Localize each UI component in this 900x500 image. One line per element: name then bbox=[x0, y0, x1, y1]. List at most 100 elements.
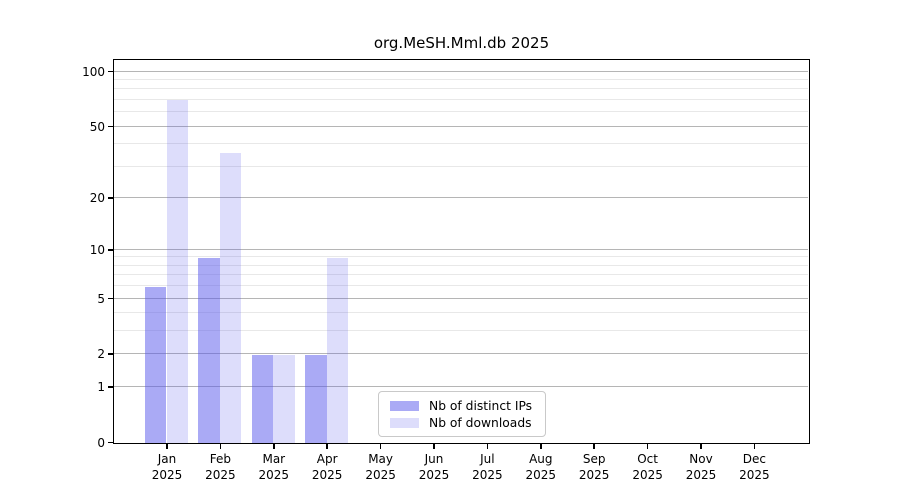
plot-area bbox=[113, 59, 810, 444]
x-tick-month: Mar bbox=[262, 452, 286, 466]
y-tick-label: 20 bbox=[89, 190, 105, 205]
x-tick-mark bbox=[166, 444, 168, 449]
x-tick-mark bbox=[433, 444, 435, 449]
legend-swatch-distinct-ips bbox=[390, 400, 419, 411]
chart-title: org.MeSH.Mml.db 2025 bbox=[373, 34, 550, 52]
y-gridline-major bbox=[114, 125, 808, 127]
x-tick-month: May bbox=[368, 452, 393, 466]
legend-swatch-downloads bbox=[390, 417, 419, 428]
x-tick-month: Dec bbox=[742, 452, 766, 466]
x-tick-year: 2025 bbox=[525, 468, 557, 482]
x-tick-month: Aug bbox=[529, 452, 553, 466]
y-tick-mark bbox=[108, 353, 113, 355]
y-gridline-minor bbox=[114, 79, 808, 80]
bar-downloads-feb bbox=[219, 152, 242, 443]
x-tick-mark bbox=[700, 444, 702, 449]
x-tick-label: Oct 2025 bbox=[616, 451, 680, 483]
y-tick-label: 0 bbox=[97, 435, 105, 450]
x-tick-year: 2025 bbox=[365, 468, 396, 482]
bar-distinct-ips-apr bbox=[305, 354, 327, 443]
y-gridline-minor bbox=[114, 88, 808, 90]
bar-downloads-mar bbox=[273, 354, 295, 443]
y-tick-label: 1 bbox=[97, 379, 105, 394]
y-gridline-minor bbox=[114, 285, 808, 287]
y-tick-mark bbox=[108, 125, 113, 128]
y-gridline-major bbox=[114, 70, 808, 72]
x-tick-year: 2025 bbox=[311, 468, 343, 482]
y-tick-mark bbox=[108, 386, 113, 388]
x-tick-month: Sep bbox=[582, 452, 606, 466]
x-tick-label: Apr 2025 bbox=[295, 451, 359, 483]
x-tick-year: 2025 bbox=[472, 468, 503, 482]
bar-distinct-ips-jan bbox=[144, 286, 167, 443]
x-tick-mark bbox=[219, 444, 222, 449]
legend-label: Nb of distinct IPs bbox=[429, 398, 533, 413]
x-tick-mark bbox=[486, 444, 489, 449]
y-gridline-minor bbox=[114, 165, 808, 167]
y-tick-mark bbox=[108, 441, 113, 444]
x-tick-label: Jun 2025 bbox=[402, 451, 466, 483]
x-tick-mark bbox=[379, 444, 382, 449]
x-tick-mark bbox=[540, 444, 542, 449]
y-gridline-minor bbox=[114, 274, 808, 276]
x-tick-year: 2025 bbox=[205, 468, 236, 482]
legend-item: Nb of downloads bbox=[390, 416, 534, 430]
x-tick-mark bbox=[646, 444, 649, 449]
x-tick-month: Nov bbox=[689, 452, 713, 466]
x-tick-year: 2025 bbox=[739, 468, 770, 482]
legend: Nb of distinct IPs Nb of downloads bbox=[378, 391, 546, 437]
x-tick-month: Jun bbox=[424, 452, 444, 466]
x-tick-year: 2025 bbox=[151, 468, 183, 482]
x-tick-label: Aug 2025 bbox=[509, 451, 573, 483]
x-tick-label: Dec 2025 bbox=[722, 451, 786, 483]
y-gridline-minor bbox=[114, 111, 808, 113]
y-gridline-minor bbox=[114, 312, 808, 314]
y-tick-label: 100 bbox=[82, 64, 105, 79]
x-tick-month: Jan bbox=[157, 452, 177, 466]
x-tick-month: Jul bbox=[480, 452, 495, 466]
x-tick-label: Nov 2025 bbox=[669, 451, 733, 483]
y-gridline-minor bbox=[114, 264, 808, 266]
legend-item: Nb of distinct IPs bbox=[390, 399, 534, 413]
x-tick-year: 2025 bbox=[418, 468, 450, 482]
y-gridline-major bbox=[114, 248, 808, 250]
y-gridline-major bbox=[114, 297, 808, 299]
x-tick-mark bbox=[753, 444, 756, 449]
bar-distinct-ips-mar bbox=[251, 354, 274, 443]
y-gridline-minor bbox=[114, 256, 808, 258]
y-gridline-major bbox=[114, 353, 808, 355]
x-tick-label: Jan 2025 bbox=[135, 451, 199, 483]
bar-downloads-apr bbox=[326, 257, 349, 443]
y-tick-mark bbox=[108, 70, 113, 73]
y-gridline-minor bbox=[114, 98, 808, 100]
x-tick-mark bbox=[593, 444, 595, 449]
y-tick-mark bbox=[108, 249, 113, 251]
x-tick-label: May 2025 bbox=[349, 451, 413, 483]
y-gridline-minor bbox=[114, 330, 808, 332]
x-tick-mark bbox=[326, 444, 328, 449]
y-tick-label: 10 bbox=[89, 242, 105, 257]
bar-distinct-ips-feb bbox=[198, 257, 220, 443]
y-tick-label: 5 bbox=[97, 291, 105, 306]
x-tick-month: Oct bbox=[637, 452, 658, 466]
x-tick-year: 2025 bbox=[578, 468, 610, 482]
x-tick-year: 2025 bbox=[685, 468, 717, 482]
x-tick-month: Apr bbox=[316, 452, 338, 466]
y-tick-mark bbox=[108, 297, 113, 300]
bar-downloads-jan bbox=[166, 100, 189, 443]
x-tick-label: Jul 2025 bbox=[455, 451, 519, 483]
x-tick-mark bbox=[273, 444, 275, 449]
y-tick-label: 50 bbox=[89, 119, 105, 134]
y-tick-label: 2 bbox=[97, 347, 105, 362]
y-gridline-minor bbox=[114, 143, 808, 145]
x-tick-label: Feb 2025 bbox=[188, 451, 252, 483]
x-tick-year: 2025 bbox=[632, 468, 663, 482]
x-tick-year: 2025 bbox=[258, 468, 290, 482]
legend-label: Nb of downloads bbox=[429, 415, 532, 430]
x-tick-label: Sep 2025 bbox=[562, 451, 626, 483]
y-gridline-major bbox=[114, 196, 808, 198]
y-tick-mark bbox=[108, 197, 113, 199]
x-tick-month: Feb bbox=[209, 452, 232, 466]
y-gridline-major bbox=[114, 385, 808, 387]
